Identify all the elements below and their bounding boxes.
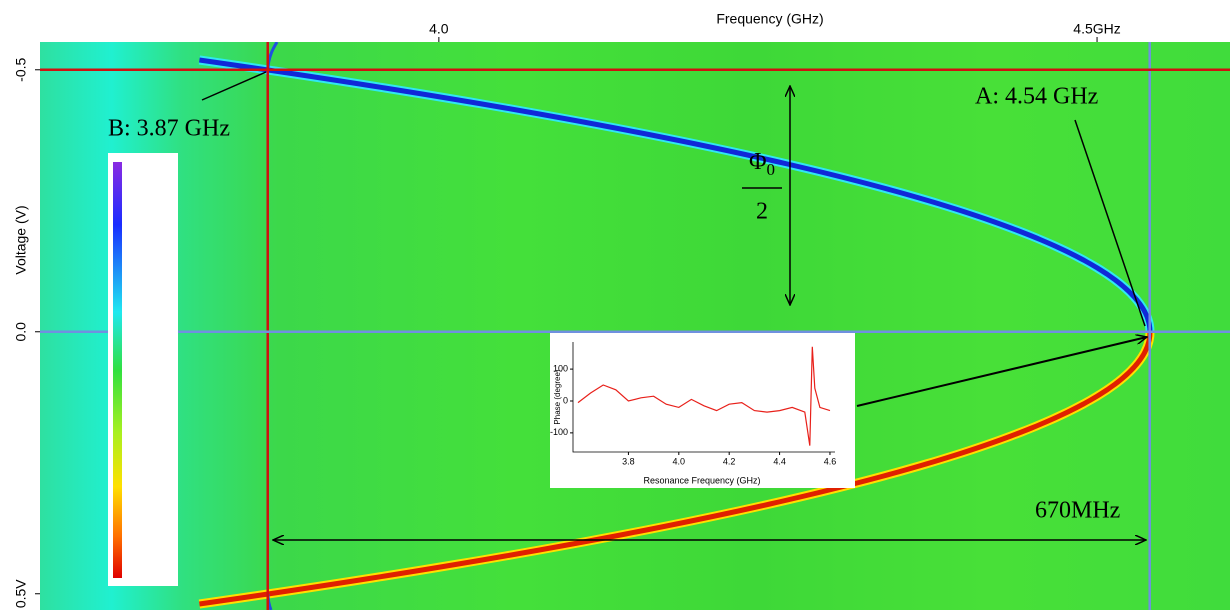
- annotation-b: B: 3.87 GHz: [108, 116, 230, 142]
- inset-y-label: Phase (degree): [553, 369, 562, 424]
- phi-denominator: 2: [756, 199, 768, 225]
- resonance-ridge: [198, 42, 1155, 610]
- ridge-upper: [199, 57, 1153, 333]
- y-tick-label: 0.5V: [13, 579, 29, 608]
- inset-frame: [550, 333, 855, 488]
- pointer-line: [1074, 119, 1146, 327]
- y-tick-label: -100: [550, 427, 568, 437]
- x-tick-label: 4.6: [824, 456, 837, 466]
- y-tick-label: 0: [563, 395, 568, 405]
- y-tick-label: 100: [553, 363, 568, 373]
- colorbar: [113, 162, 122, 578]
- annotation-span: 670MHz: [1035, 498, 1120, 524]
- x-tick-label: 4.4: [773, 456, 786, 466]
- x-tick-label: 4.2: [723, 456, 736, 466]
- y-tick-label: -0.5: [13, 57, 29, 81]
- phi: Φ: [749, 149, 767, 175]
- ridge-lower: [199, 331, 1153, 607]
- phase-line: [577, 346, 831, 446]
- inset-chart: 3.8 4.0 4.2 4.4 4.6 100 0 -100: [550, 342, 836, 466]
- annotation-a: A: 4.54 GHz: [975, 84, 1098, 110]
- heatmap-background: [40, 42, 1230, 610]
- inset-axes: [572, 342, 835, 453]
- pointer-arrow: [856, 337, 1147, 407]
- x-tick-label: 3.8: [622, 456, 635, 466]
- pointer-line: [201, 71, 267, 101]
- x-tick-label: 4.0: [673, 456, 686, 466]
- phi-subscript: 0: [767, 160, 776, 179]
- x-axis-label: Frequency (GHz): [716, 11, 823, 27]
- x-tick-label: 4.0: [429, 21, 449, 37]
- y-tick-label: 0.0: [13, 322, 29, 342]
- inset-x-label: Resonance Frequency (GHz): [643, 475, 760, 485]
- phi-numerator: Φ0: [749, 149, 775, 179]
- x-tick-label: 4.5GHz: [1073, 21, 1120, 37]
- y-axis-label: Voltage (V): [13, 205, 29, 274]
